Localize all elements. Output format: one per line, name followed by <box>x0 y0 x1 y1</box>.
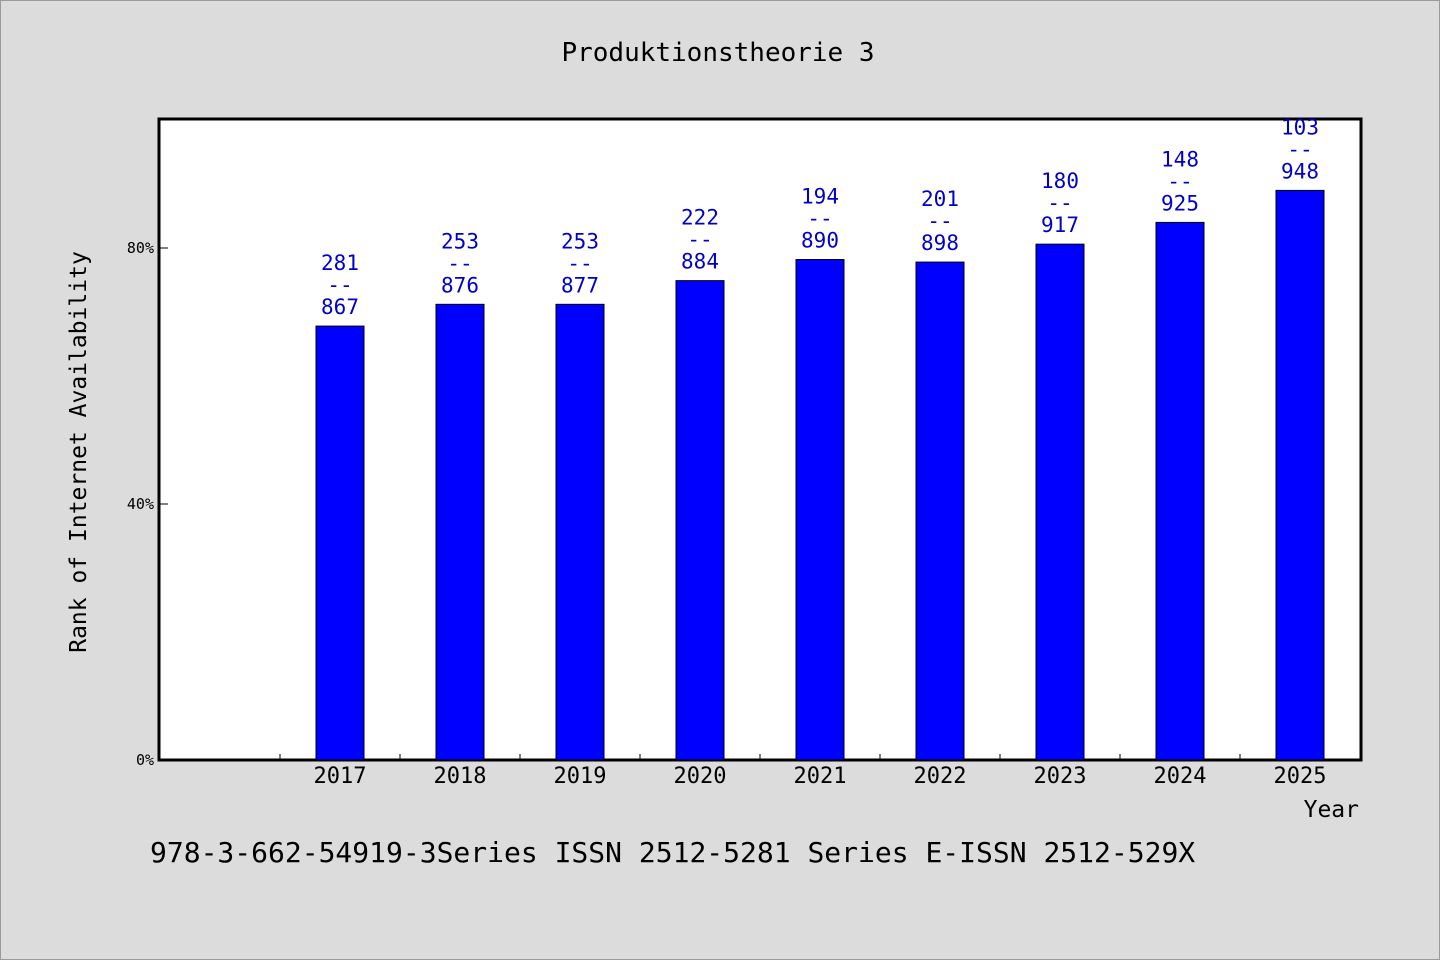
data-label-2019-line1: 253 <box>561 229 599 253</box>
chart-title: Produktionstheorie 3 <box>561 38 874 68</box>
x-tick-label-2024: 2024 <box>1154 764 1207 789</box>
data-label-2018-line1: 253 <box>441 229 479 253</box>
bar-2021 <box>795 259 845 761</box>
x-tick-label-2018: 2018 <box>434 764 487 789</box>
data-label-2025-line1: 103 <box>1281 115 1319 139</box>
data-label-2025-line3: 948 <box>1281 159 1319 183</box>
bar-2025 <box>1275 189 1325 761</box>
data-label-2020-line1: 222 <box>681 206 719 230</box>
data-label-2018-line3: 876 <box>441 273 479 297</box>
bars-layer <box>315 189 1325 761</box>
bar-2023 <box>1035 243 1085 761</box>
x-tick-label-2022: 2022 <box>914 764 967 789</box>
data-label-2025-line2: -- <box>1287 137 1312 161</box>
x-tick-label-2017: 2017 <box>314 764 367 789</box>
data-label-2017-line3: 867 <box>321 295 359 319</box>
data-label-2023-line1: 180 <box>1041 169 1079 193</box>
bar-2018 <box>435 303 485 761</box>
data-label-2024-line1: 148 <box>1161 147 1199 171</box>
data-label-2024-line2: -- <box>1167 169 1192 193</box>
data-label-2018-line2: -- <box>447 251 472 275</box>
x-tick-label-2020: 2020 <box>674 764 727 789</box>
data-label-2020-line2: -- <box>687 228 712 252</box>
data-label-2020-line3: 884 <box>681 250 719 274</box>
x-axis: 2017 2018 2019 2020 2021 2022 2023 2024 2025 <box>279 754 1361 789</box>
x-tick-label-2025: 2025 <box>1274 764 1327 789</box>
bar-2024 <box>1155 221 1205 761</box>
x-tick-label-2021: 2021 <box>794 764 847 789</box>
data-label-2017-line2: -- <box>327 273 352 297</box>
data-label-2019-line2: -- <box>567 251 592 275</box>
x-tick-label-2023: 2023 <box>1034 764 1087 789</box>
data-label-2024-line3: 925 <box>1161 191 1199 215</box>
data-label-2021-line1: 194 <box>801 185 839 209</box>
x-axis-title: Year <box>1304 797 1359 823</box>
y-axis-title: Rank of Internet Availability <box>66 251 92 653</box>
data-label-2019-line3: 877 <box>561 273 599 297</box>
data-label-2021-line2: -- <box>807 207 832 231</box>
data-labels-layer: 281--867253--876253--877222--884194--890… <box>321 115 1319 319</box>
y-tick-label: 80% <box>127 239 154 257</box>
y-tick-label: 40% <box>127 495 154 513</box>
data-label-2022-line2: -- <box>927 209 952 233</box>
data-label-2022-line3: 898 <box>921 231 959 255</box>
x-tick-label-2019: 2019 <box>554 764 607 789</box>
data-label-2017-line1: 281 <box>321 251 359 275</box>
bar-2022 <box>915 261 965 761</box>
y-axis: 0% 40% 80% <box>127 239 168 769</box>
y-tick-label: 0% <box>136 751 154 769</box>
data-label-2021-line3: 890 <box>801 229 839 253</box>
data-label-2023-line3: 917 <box>1041 213 1079 237</box>
data-label-2023-line2: -- <box>1047 191 1072 215</box>
bar-2020 <box>675 280 725 761</box>
data-label-2022-line1: 201 <box>921 187 959 211</box>
footer-text: 978-3-662-54919-3Series ISSN 2512-5281 S… <box>150 836 1195 869</box>
bar-2017 <box>315 325 365 761</box>
bar-2019 <box>555 303 605 761</box>
